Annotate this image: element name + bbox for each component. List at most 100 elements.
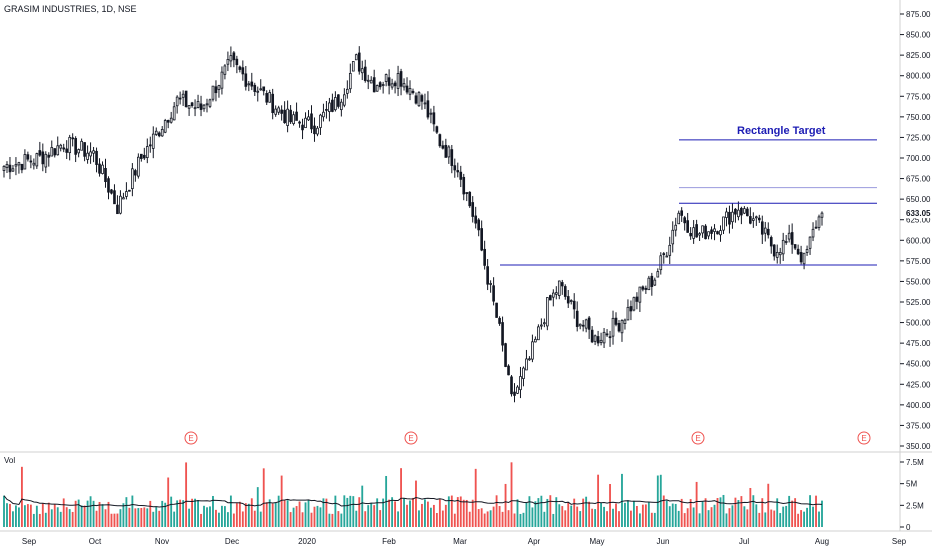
volume-bar: [549, 495, 552, 527]
candle-body: [331, 99, 334, 112]
volume-bar: [137, 508, 140, 527]
volume-bar: [737, 500, 740, 527]
time-axis-label: Sep: [892, 537, 907, 546]
volume-bar: [609, 484, 611, 527]
candle-body: [17, 162, 21, 166]
time-axis[interactable]: Sep Oct Nov Dec 2020 Feb Mar Apr May Jun Jul Aug Sep: [22, 537, 907, 546]
volume-bar: [415, 480, 417, 527]
volume-bar: [450, 495, 453, 527]
candle-body: [471, 202, 475, 217]
volume-bar: [241, 511, 244, 527]
candle-body: [151, 133, 155, 149]
volume-bar: [221, 505, 223, 527]
candle-body: [784, 241, 788, 243]
candle-body: [757, 217, 761, 221]
candle-body: [501, 322, 504, 346]
volume-bar: [212, 495, 214, 527]
volume-bar: [80, 505, 83, 527]
candle-body: [486, 266, 489, 285]
volume-bar: [107, 501, 110, 527]
candle-body: [417, 92, 421, 107]
candle-body: [295, 111, 298, 121]
volume-bar: [361, 485, 364, 527]
candle-body: [563, 286, 567, 297]
price-tick-label: 375.00: [906, 421, 931, 430]
candle-body: [83, 142, 86, 157]
volume-bar: [328, 513, 331, 527]
candle-body: [307, 116, 310, 121]
volume-bar: [119, 509, 122, 527]
volume-bar: [600, 502, 603, 527]
volume-bar: [143, 507, 146, 527]
price-tick-label: 625.00: [906, 216, 931, 225]
candle-body: [47, 154, 51, 158]
volume-bar: [262, 468, 265, 527]
volume-bar: [803, 511, 806, 527]
volume-bar: [170, 496, 173, 527]
volume-bar: [492, 506, 495, 527]
volume-bar: [635, 505, 638, 527]
chart-title: GRASIM INDUSTRIES, 1D, NSE: [4, 4, 137, 14]
candle-body: [620, 320, 624, 334]
candle-body: [617, 323, 621, 332]
candle-body: [101, 164, 104, 174]
volume-bar: [50, 509, 53, 527]
candle-body: [178, 97, 182, 100]
candle-body: [423, 102, 427, 105]
volume-bar: [370, 502, 373, 527]
volume-bar: [716, 498, 719, 527]
candle-body: [528, 358, 531, 361]
candle-body: [513, 391, 516, 396]
candle-body: [89, 151, 92, 157]
volume-bar: [656, 475, 659, 527]
candle-body: [122, 197, 125, 200]
earnings-marker-icon: [857, 431, 871, 445]
volume-bar: [185, 462, 188, 527]
volume-bar: [59, 511, 62, 527]
volume-bar: [531, 507, 534, 527]
volume-bar: [507, 510, 510, 527]
volume-bar: [71, 511, 74, 527]
volume-bar: [522, 512, 525, 527]
volume-bar: [343, 495, 346, 527]
volume-bar: [9, 503, 11, 527]
volume-bar: [815, 495, 817, 527]
price-tick-label: 450.00: [906, 360, 931, 369]
volume-bar: [41, 503, 44, 527]
candle-body: [35, 153, 39, 167]
volume-bar: [56, 507, 59, 527]
volume-bar: [104, 509, 107, 527]
volume-bar: [32, 513, 35, 527]
volume-bar: [540, 495, 543, 527]
candle-body: [420, 95, 424, 102]
candle-body: [304, 117, 307, 129]
volume-bar: [253, 510, 256, 527]
volume-bar: [713, 504, 716, 527]
volume-bar: [683, 513, 686, 527]
time-axis-label: Apr: [528, 537, 541, 546]
candle-body: [154, 130, 158, 135]
volume-bar: [280, 475, 283, 527]
volume-bar: [179, 499, 182, 527]
candle-body: [310, 113, 313, 130]
price-axis[interactable]: 875.00 850.00 825.00 800.00 775.00 750.00 725.…: [900, 10, 932, 451]
volume-bar: [447, 496, 450, 527]
price-tick-label: 525.00: [906, 298, 931, 307]
candle-body: [453, 165, 457, 171]
volume-bar: [516, 499, 519, 527]
candle-body: [763, 227, 767, 234]
candle-body: [53, 148, 57, 156]
volume-bar: [797, 513, 800, 527]
volume-bar: [767, 483, 770, 527]
volume-bar: [152, 511, 155, 527]
trendlines[interactable]: Rectangle Target: [500, 125, 877, 266]
candle-body: [65, 148, 69, 153]
volume-bar: [424, 499, 426, 527]
candle-body: [187, 105, 191, 109]
volume-bar: [650, 512, 653, 527]
volume-bar: [44, 512, 47, 527]
volume-bar: [176, 500, 179, 527]
price-tick-label: 875.00: [906, 10, 931, 19]
